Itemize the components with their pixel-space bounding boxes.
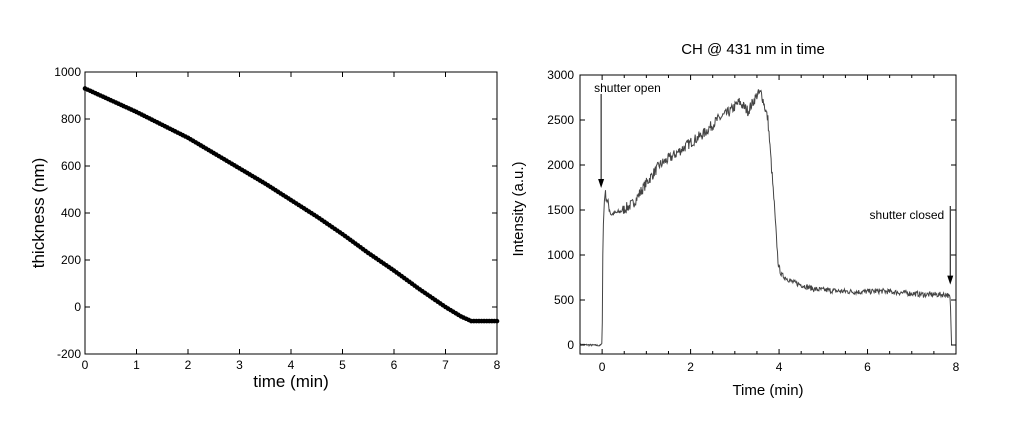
x-tick-label: 7 (442, 358, 449, 372)
intensity-series-line (579, 89, 953, 347)
plot-frame (84, 71, 498, 355)
y-tick-label: -200 (57, 347, 81, 361)
x-tick-label: 6 (864, 360, 871, 374)
y-tick-label: 3000 (547, 68, 574, 82)
y-axis-label: Intensity (a.u.) (510, 161, 527, 256)
annotation-shutter-open: shutter open (594, 81, 661, 95)
x-tick-label: 0 (599, 360, 606, 374)
x-tick-label: 4 (776, 360, 783, 374)
x-tick-label: 3 (236, 358, 243, 372)
plot-frame (579, 74, 957, 355)
shutter-closed-arrowhead (947, 275, 954, 285)
y-tick-label: 800 (61, 112, 81, 126)
x-tick-label: 6 (391, 358, 398, 372)
y-tick-label: 500 (554, 293, 574, 307)
y-tick-label: 1500 (547, 203, 574, 217)
y-axis-label: thickness (nm) (29, 158, 48, 269)
y-tick-label: 0 (567, 338, 574, 352)
x-tick-label: 0 (82, 358, 89, 372)
x-tick-label: 2 (185, 358, 192, 372)
y-tick-label: 0 (74, 300, 81, 314)
x-tick-label: 5 (339, 358, 346, 372)
y-tick-label: 2500 (547, 113, 574, 127)
shutter-open-arrowhead (598, 179, 605, 188)
x-tick-label: 1 (133, 358, 140, 372)
annotation-shutter-closed: shutter closed (870, 208, 945, 222)
x-tick-label: 2 (687, 360, 694, 374)
data-point (494, 318, 500, 324)
y-tick-label: 1000 (547, 248, 574, 262)
x-axis-label: Time (min) (732, 382, 803, 399)
y-tick-label: 200 (61, 253, 81, 267)
x-tick-label: 8 (494, 358, 501, 372)
x-tick-label: 4 (288, 358, 295, 372)
x-axis-label: time (min) (253, 372, 329, 391)
annotations: shutter open shutter closed (594, 81, 954, 285)
y-tick-label: 2000 (547, 158, 574, 172)
thickness-data-markers (82, 86, 500, 324)
y-tick-label: 600 (61, 159, 81, 173)
intensity-chart: CH @ 431 nm in time 0 2 4 6 8 0 500 1000 1500 200… (510, 41, 960, 399)
chart-title: CH @ 431 nm in time (681, 41, 825, 58)
y-tick-label: 400 (61, 206, 81, 220)
x-tick-label: 8 (953, 360, 960, 374)
y-tick-label: 1000 (54, 65, 81, 79)
intensity-axes: 0 2 4 6 8 0 500 1000 1500 2000 2500 3000 (547, 68, 959, 374)
